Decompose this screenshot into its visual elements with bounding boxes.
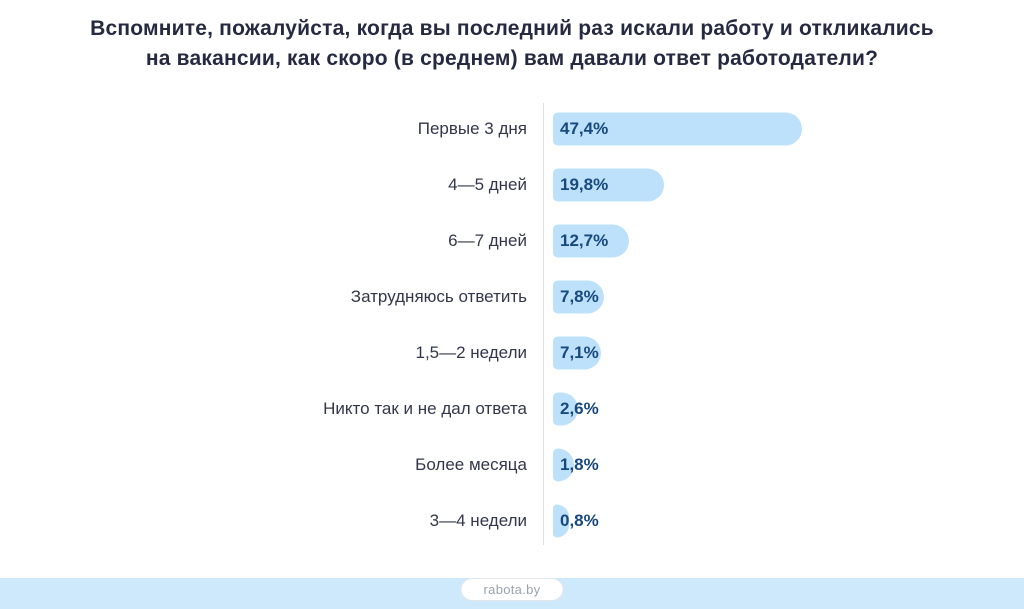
chart-row: Никто так и не дал ответа 2,6% bbox=[0, 381, 1024, 437]
axis-line bbox=[543, 102, 544, 545]
bar bbox=[553, 280, 604, 314]
value-label: 7,1% bbox=[560, 342, 599, 362]
value-label: 12,7% bbox=[560, 230, 609, 250]
chart-title-line2: на вакансии, как скоро (в среднем) вам д… bbox=[145, 47, 879, 71]
chart-row: 6—7 дней 12,7% bbox=[0, 213, 1024, 269]
chart-row: 1,5—2 недели 7,1% bbox=[0, 325, 1024, 381]
bar-track: 0,8% bbox=[543, 493, 1024, 549]
category-label: 3—4 недели bbox=[429, 510, 527, 530]
bar-chart: Первые 3 дня 47,4% 4—5 дней 19,8% 6—7 дней 12… bbox=[0, 101, 1024, 549]
bar bbox=[553, 504, 569, 538]
bar bbox=[553, 168, 664, 202]
value-label: 2,6% bbox=[560, 398, 599, 418]
bar bbox=[553, 224, 629, 258]
chart-title: Вспомните, пожалуйста, когда вы последни… bbox=[0, 0, 1024, 75]
chart-title-line1: Вспомните, пожалуйста, когда вы последни… bbox=[90, 17, 934, 40]
value-label: 1,8% bbox=[560, 454, 599, 474]
bar bbox=[553, 336, 601, 370]
bar-track: 47,4% bbox=[543, 101, 1024, 157]
category-label: 1,5—2 недели bbox=[415, 342, 527, 362]
chart-row: Затрудняюсь ответить 7,8% bbox=[0, 269, 1024, 325]
value-label: 7,8% bbox=[560, 286, 599, 306]
bar bbox=[553, 112, 802, 146]
chart-row: 3—4 недели 0,8% bbox=[0, 493, 1024, 549]
value-label: 47,4% bbox=[560, 118, 609, 138]
category-label: 4—5 дней bbox=[448, 174, 527, 194]
bar bbox=[553, 448, 574, 482]
brand-badge: rabota.by bbox=[460, 578, 564, 601]
category-label: Более месяца bbox=[415, 454, 527, 474]
value-label: 19,8% bbox=[560, 174, 609, 194]
bar-track: 2,6% bbox=[543, 381, 1024, 437]
bar-track: 19,8% bbox=[543, 157, 1024, 213]
brand-label: rabota.by bbox=[483, 582, 541, 597]
bar-track: 12,7% bbox=[543, 213, 1024, 269]
chart-row: Более месяца 1,8% bbox=[0, 437, 1024, 493]
category-label: Никто так и не дал ответа bbox=[323, 398, 527, 418]
bar-track: 1,8% bbox=[543, 437, 1024, 493]
value-label: 0,8% bbox=[560, 510, 599, 530]
chart-row: Первые 3 дня 47,4% bbox=[0, 101, 1024, 157]
category-label: Затрудняюсь ответить bbox=[350, 286, 527, 306]
bar-track: 7,8% bbox=[543, 269, 1024, 325]
category-label: 6—7 дней bbox=[448, 230, 527, 250]
chart-row: 4—5 дней 19,8% bbox=[0, 157, 1024, 213]
category-label: Первые 3 дня bbox=[417, 118, 527, 138]
bar-track: 7,1% bbox=[543, 325, 1024, 381]
chart-rows: Первые 3 дня 47,4% 4—5 дней 19,8% 6—7 дней 12… bbox=[0, 101, 1024, 549]
